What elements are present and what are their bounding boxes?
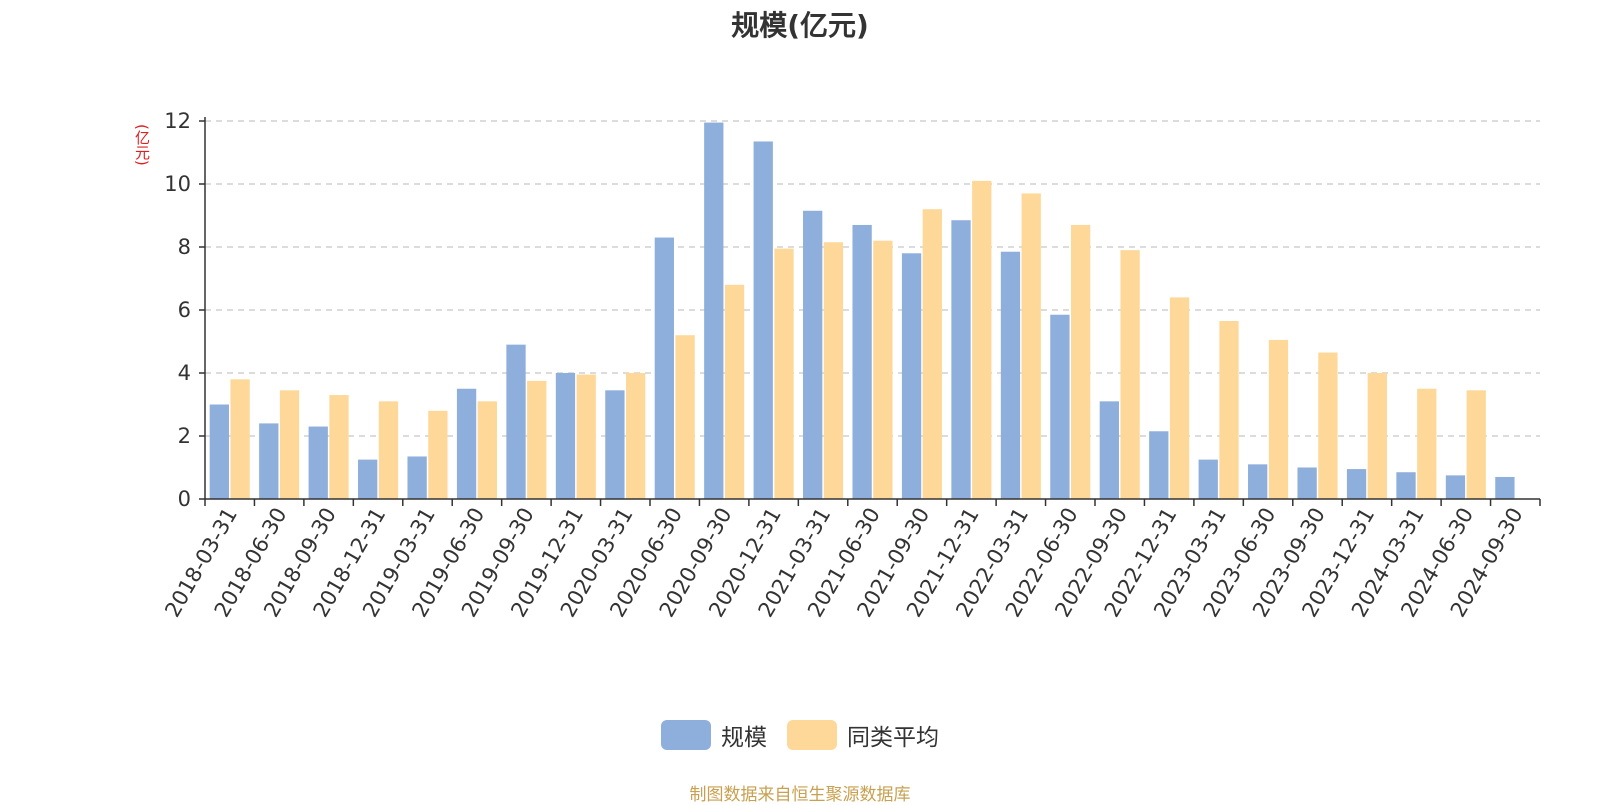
bar-scale — [555, 373, 576, 499]
bar-peer-average — [675, 335, 695, 499]
chart-title: 规模(亿元) — [731, 9, 869, 42]
bar-peer-average — [972, 180, 992, 499]
y-tick-label: 0 — [178, 487, 191, 511]
y-tick-label: 6 — [178, 298, 191, 322]
bar-scale — [1099, 401, 1119, 499]
bar-scale — [259, 423, 279, 499]
bar-peer-average — [1367, 373, 1387, 499]
bar-peer-average — [823, 242, 844, 499]
bar-scale — [1248, 464, 1268, 499]
legend-item-peer-average[interactable]: 同类平均 — [787, 718, 939, 752]
source-note: 制图数据来自恒生聚源数据库 — [689, 785, 911, 805]
y-tick-label: 12 — [164, 109, 191, 133]
bar-peer-average — [378, 401, 399, 499]
bar-peer-average — [1071, 224, 1091, 499]
bar-peer-average — [1021, 193, 1041, 499]
bar-peer-average — [1417, 388, 1437, 499]
bar-peer-average — [230, 379, 250, 499]
bar-peer-average — [576, 374, 596, 499]
y-tick-label: 8 — [178, 235, 191, 259]
bar-scale — [1050, 314, 1070, 499]
bar-peer-average — [527, 380, 547, 499]
bar-peer-average — [1268, 339, 1289, 499]
bar-peer-average — [724, 284, 745, 499]
bar-peer-average — [1219, 321, 1239, 499]
legend-label-scale: 规模 — [721, 725, 767, 751]
bar-scale — [456, 388, 477, 499]
axes — [199, 117, 1541, 506]
bar-scale — [358, 459, 378, 499]
bar-scale — [901, 253, 922, 499]
bar-scale — [753, 141, 773, 499]
legend-swatch-peer-average — [787, 720, 837, 750]
bar-peer-average — [279, 390, 300, 499]
bar-scale — [1495, 476, 1515, 499]
y-tick-label: 10 — [164, 172, 191, 196]
bar-peer-average — [329, 395, 349, 499]
legend-swatch-scale — [661, 720, 711, 750]
bar-scale — [605, 390, 625, 499]
bar-peer-average — [1318, 352, 1338, 499]
bar-scale — [1396, 472, 1416, 499]
bar-scale — [951, 220, 971, 499]
bar-scale — [1149, 431, 1169, 499]
legend-label-peer-average: 同类平均 — [847, 725, 939, 751]
bar-scale — [803, 210, 823, 499]
bar-scale — [1445, 475, 1466, 499]
bar-peer-average — [477, 401, 497, 499]
bar-scale — [852, 224, 872, 499]
bar-peer-average — [1120, 250, 1140, 499]
bar-scale — [654, 237, 674, 500]
y-axis-unit-label: (亿元) — [133, 124, 151, 166]
bar-scale — [209, 404, 229, 499]
bar-scale — [407, 456, 427, 499]
bar-peer-average — [626, 373, 646, 499]
bar-scale — [1198, 459, 1218, 499]
y-tick-label: 4 — [178, 361, 191, 385]
y-tick-label: 2 — [178, 424, 191, 448]
bar-scale — [704, 122, 724, 499]
bar-scale — [506, 344, 526, 499]
bar-peer-average — [774, 248, 794, 499]
bar-scale — [1297, 467, 1317, 499]
bar-peer-average — [1466, 390, 1486, 499]
legend-item-scale[interactable]: 规模 — [661, 718, 767, 752]
bar-peer-average — [1169, 297, 1190, 499]
bar-peer-average — [873, 240, 893, 499]
bars — [209, 122, 1515, 500]
grid-lines — [205, 120, 1540, 437]
bar-scale — [308, 426, 328, 499]
legend: 规模 同类平均 — [0, 718, 1600, 752]
bar-scale — [1346, 469, 1367, 499]
bar-peer-average — [922, 209, 942, 499]
bar-peer-average — [428, 410, 448, 499]
bar-scale — [1000, 251, 1021, 499]
